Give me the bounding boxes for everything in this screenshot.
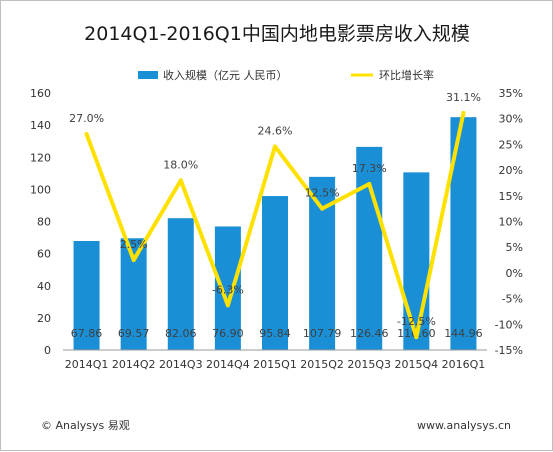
x-tick-label: 2014Q1 [65,358,109,371]
legend-line-label: 环比增长率 [379,68,434,82]
right-tick-label: 25% [499,138,523,151]
rate-value-label: 12.5% [305,187,340,200]
left-tick-label: 20 [37,312,51,325]
right-tick-label: 30% [499,113,523,126]
x-tick-label: 2014Q2 [112,358,156,371]
rate-value-labels: 27.0% 2.5% 18.0% -6.3% 24.6% 12.5% 17.3% -12.5%… [69,91,481,328]
bar-value-label: 144.96 [444,327,483,340]
x-tick-label: 2014Q3 [159,358,203,371]
rate-value-label: 17.3% [352,162,387,175]
line-series [84,111,466,340]
x-tick-label: 2014Q4 [206,358,250,371]
right-tick-label: -10% [495,318,523,331]
rate-value-label: 27.0% [69,112,104,125]
left-tick-label: 160 [30,87,51,100]
legend-bar-label: 收入规模（亿元 人民币） [163,68,288,82]
x-tick-label: 2015Q3 [347,358,391,371]
rate-value-label: 31.1% [446,91,481,104]
bar [262,196,288,350]
growth-rate-point [320,206,325,211]
rate-value-label: -12.5% [397,315,436,328]
bar-value-label: 69.57 [118,327,150,340]
left-tick-label: 40 [37,280,51,293]
bar-value-label: 126.46 [350,327,389,340]
right-tick-label: 5% [506,241,523,254]
bar [403,172,430,350]
growth-rate-point [367,181,372,186]
bar [214,226,241,350]
footer-url: www.analysys.cn [417,419,511,432]
chart-title: 2014Q1-2016Q1中国内地电影票房收入规模 [84,23,470,45]
growth-rate-point [178,178,183,183]
left-tick-label: 0 [44,344,51,357]
bar-value-label: 76.90 [212,327,244,340]
x-tick-label: 2015Q4 [395,358,439,371]
left-tick-label: 100 [30,183,51,196]
footer-source: © Analysys 易观 [41,419,130,432]
right-tick-label: 35% [499,87,523,100]
rate-value-label: -6.3% [212,283,244,296]
growth-rate-point [461,111,466,116]
x-tick-label: 2015Q1 [253,358,297,371]
right-tick-label: 10% [499,216,523,229]
bar-value-label: 107.79 [303,327,342,340]
growth-rate-point [84,132,89,137]
bar-value-label: 67.86 [71,327,103,340]
growth-rate-point [225,303,230,308]
left-tick-label: 140 [30,119,51,132]
growth-rate-point [131,258,136,263]
right-tick-label: 0% [506,267,523,280]
right-y-axis: -15% -10% -5% 0% 5% 10% 15% 20% 25% 30% 35% [495,87,523,357]
right-tick-label: -15% [495,344,523,357]
rate-value-label: 18.0% [163,158,198,171]
growth-rate-point [414,335,419,340]
x-axis: 2014Q1 2014Q2 2014Q3 2014Q4 2015Q1 2015Q2 2015… [65,358,486,371]
rate-value-label: 24.6% [258,124,293,137]
bar-value-labels: 67.86 69.57 82.06 76.90 95.84 107.79 126.46 110… [71,327,483,340]
left-tick-label: 120 [30,151,51,164]
right-tick-label: -5% [502,293,523,306]
left-tick-label: 60 [37,248,51,261]
legend-bar-swatch [138,71,158,79]
right-tick-label: 15% [499,190,523,203]
bar [73,240,100,350]
left-tick-label: 80 [37,216,51,229]
bar-value-label: 82.06 [165,327,197,340]
rate-value-label: 2.5% [120,238,148,251]
bar [356,146,383,350]
growth-rate-point [273,144,277,149]
bar-value-label: 95.84 [259,327,291,340]
x-tick-label: 2015Q2 [300,358,344,371]
right-tick-label: 20% [499,164,523,177]
left-y-axis: 0 20 40 60 80 100 120 140 160 [30,87,51,357]
legend: 收入规模（亿元 人民币） 环比增长率 [138,68,434,82]
bar [167,218,194,350]
x-tick-label: 2016Q1 [442,358,486,371]
